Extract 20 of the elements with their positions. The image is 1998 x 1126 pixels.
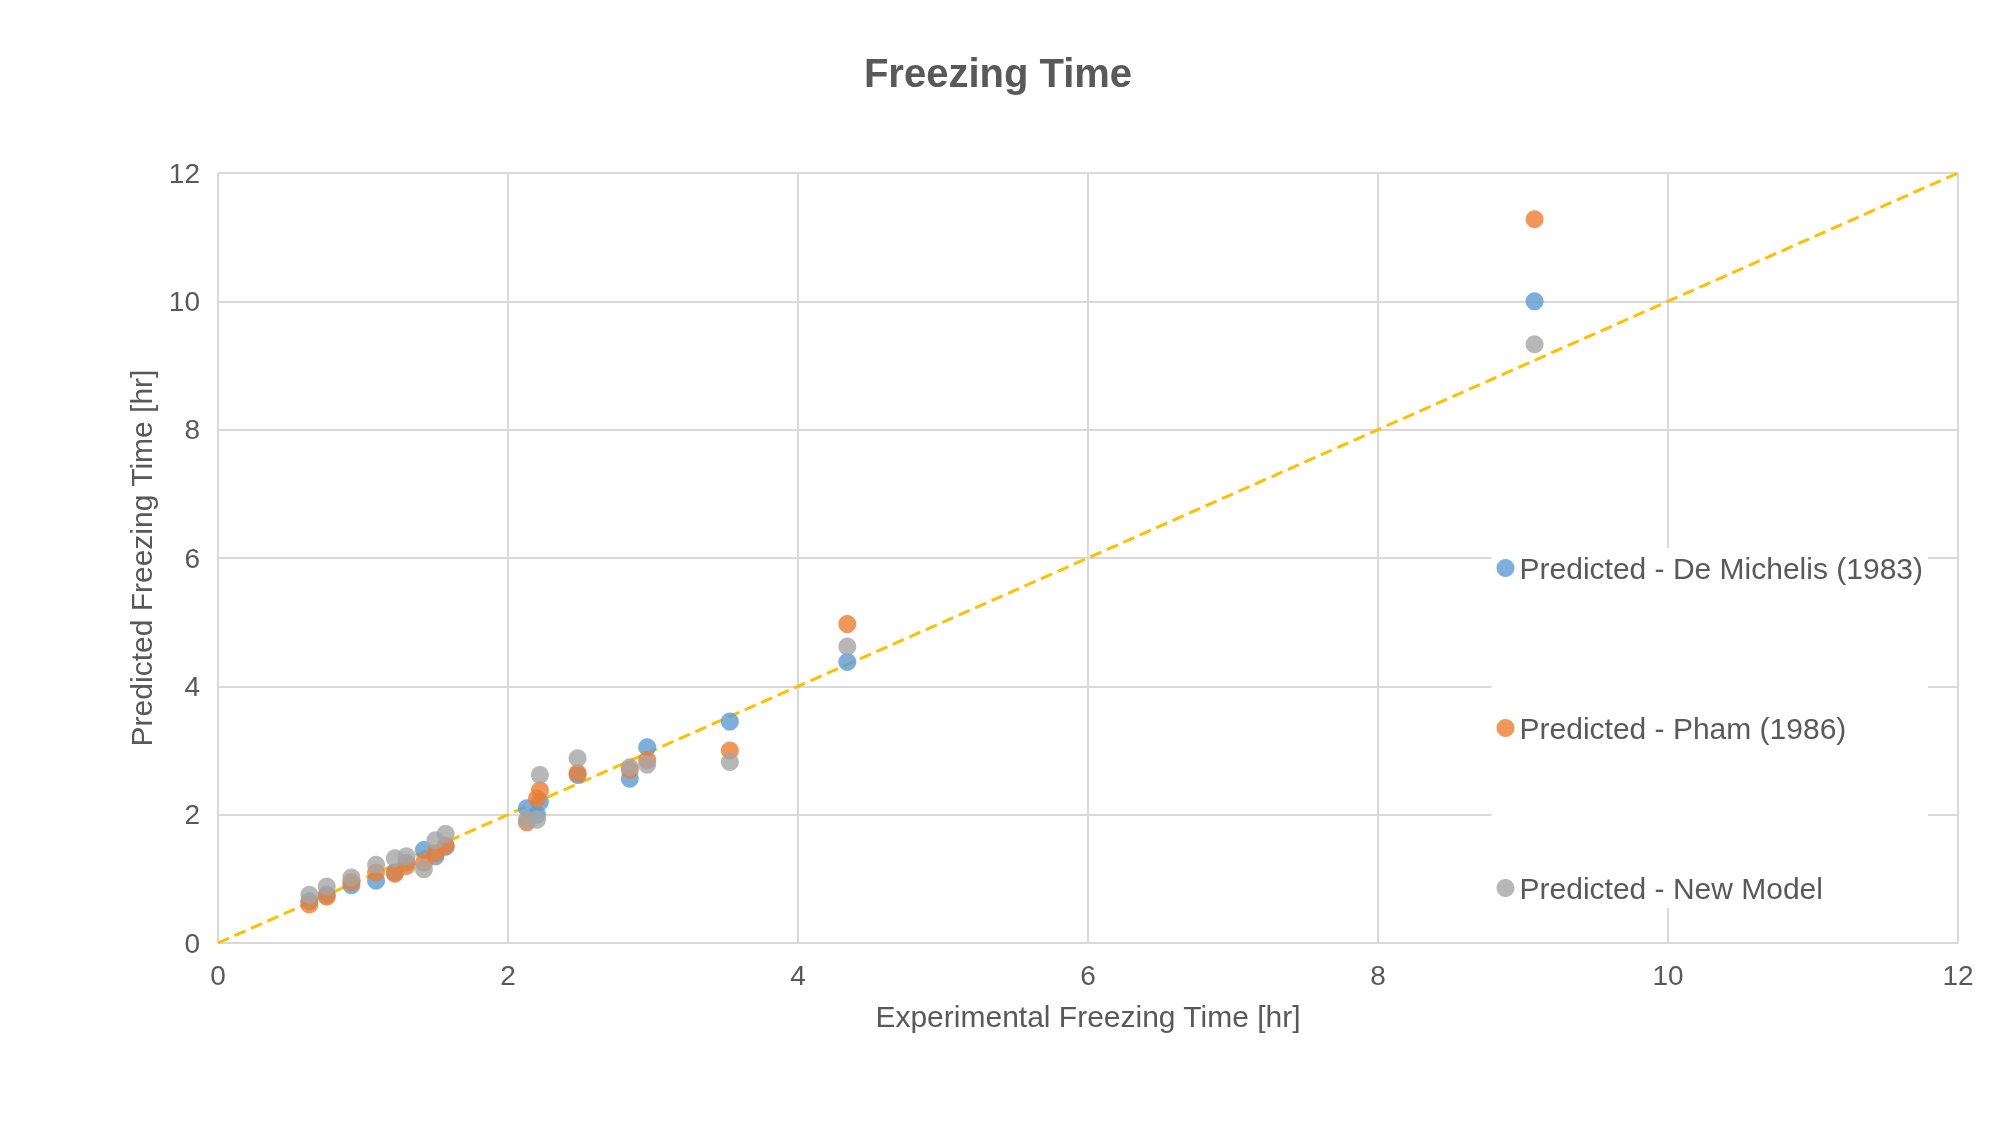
y-tick-label: 12 bbox=[168, 157, 200, 189]
y-tick-label: 2 bbox=[184, 799, 200, 831]
y-tick-label: 6 bbox=[184, 542, 200, 574]
legend-label: Predicted - De Michelis (1983) bbox=[1519, 551, 1924, 585]
x-tick-label: 8 bbox=[1370, 959, 1386, 991]
x-tick-label: 2 bbox=[500, 959, 516, 991]
x-tick-label: 4 bbox=[790, 959, 806, 991]
x-axis-title: Experimental Freezing Time [hr] bbox=[875, 999, 1301, 1033]
y-axis-title: Predicted Freezing Time [hr] bbox=[124, 369, 158, 747]
y-tick-label: 0 bbox=[184, 927, 200, 959]
x-tick-label: 0 bbox=[210, 959, 226, 991]
x-tick-label: 12 bbox=[1942, 959, 1974, 991]
x-tick-label: 10 bbox=[1652, 959, 1684, 991]
y-tick-label: 10 bbox=[168, 285, 200, 317]
legend-label: Predicted - Pham (1986) bbox=[1519, 711, 1847, 745]
y-tick-label: 4 bbox=[184, 670, 200, 702]
chart-title: Freezing Time bbox=[863, 51, 1133, 95]
y-tick-label: 8 bbox=[184, 414, 200, 446]
legend-label: Predicted - New Model bbox=[1519, 871, 1823, 905]
x-tick-label: 6 bbox=[1080, 959, 1096, 991]
